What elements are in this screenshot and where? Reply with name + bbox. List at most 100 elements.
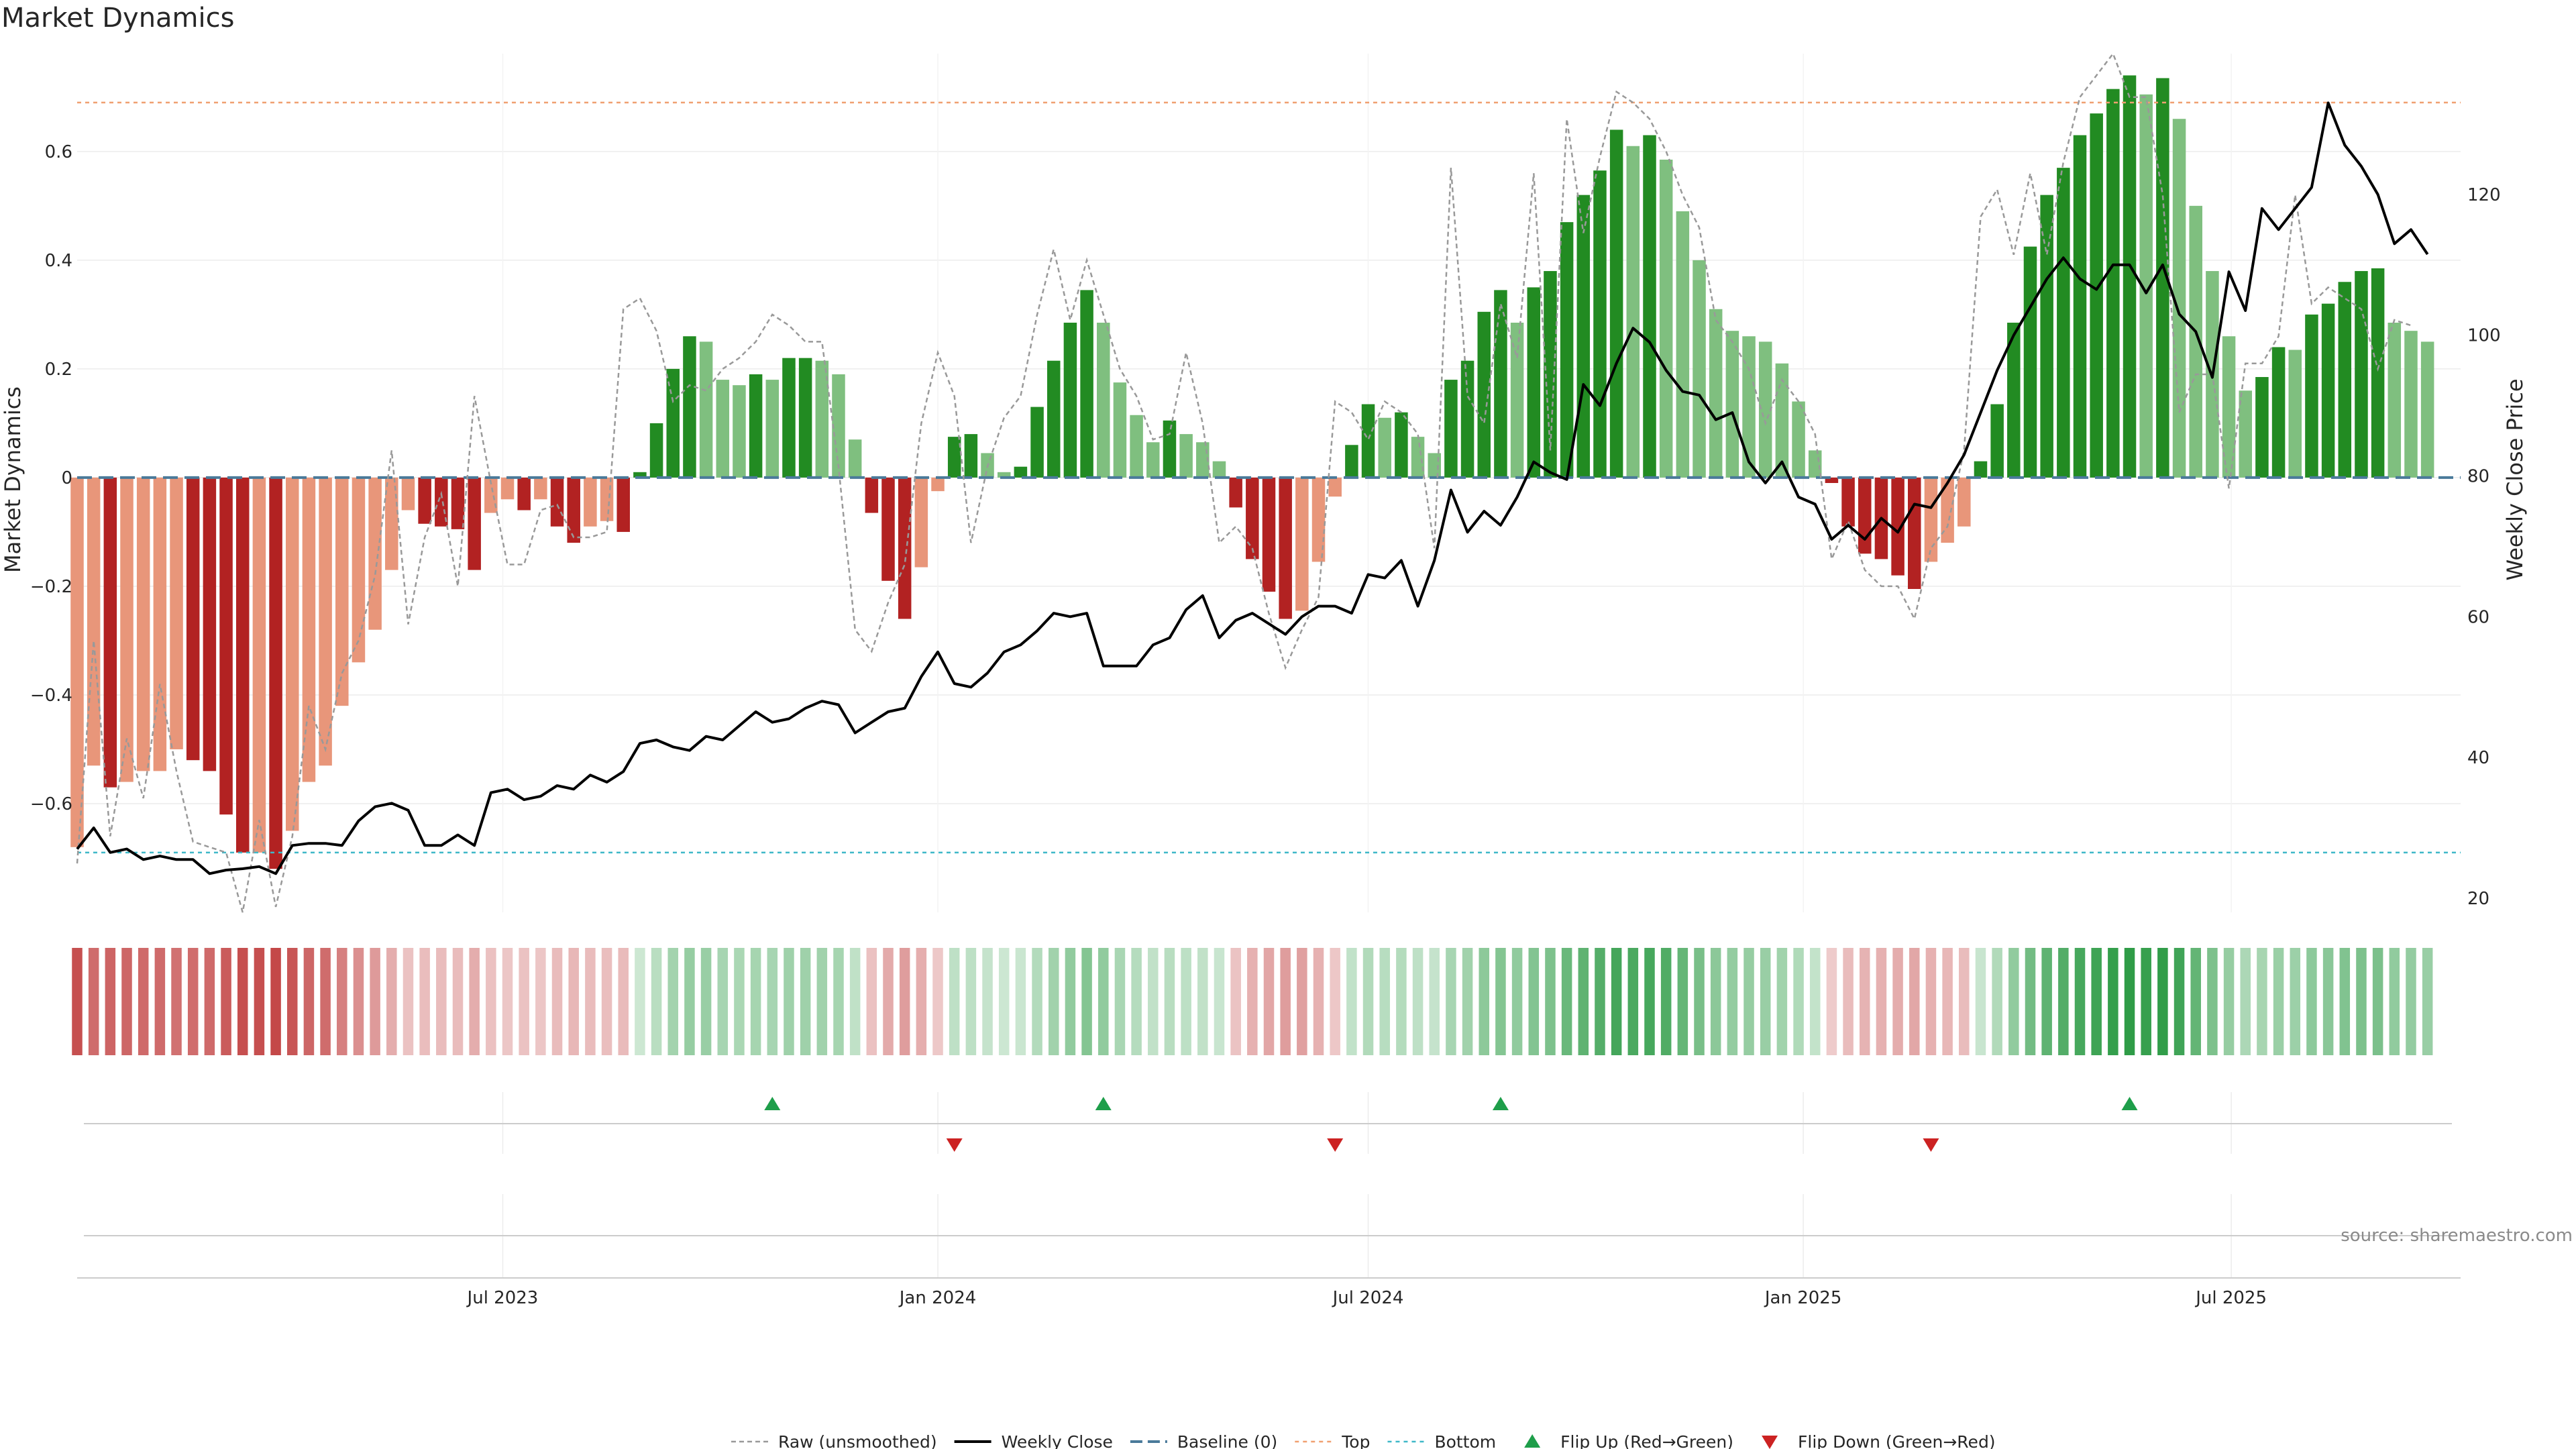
strip-cell [1545,948,1556,1055]
strip-cell [2041,948,2052,1055]
bar [1792,401,1805,478]
bar [352,477,366,663]
bar [2355,271,2368,478]
bar [567,477,580,543]
bar [2239,390,2253,478]
bar [633,472,647,478]
strip-cell [1909,948,1920,1055]
bar [1908,477,1921,589]
bar [1510,323,1524,478]
strip-cell [1148,948,1159,1055]
strip-cell [1098,948,1109,1055]
strip-cell [1462,948,1473,1055]
strip-cell [816,948,828,1055]
bar [749,374,763,478]
strip-cell [138,948,149,1055]
strip-cell [1263,948,1275,1055]
bar [2073,135,2087,478]
strip-cell [568,948,579,1055]
strip-cell [452,948,464,1055]
bar [1130,415,1143,478]
bar [2106,89,2120,478]
bar [815,360,829,478]
flip-panel [84,1097,2452,1236]
strip-cell [551,948,563,1055]
strip-cell [2174,948,2185,1055]
strip-cell [750,948,761,1055]
bar [2288,350,2302,478]
strip-cell [1511,948,1523,1055]
strip-cell [932,948,943,1055]
strip-cell [1975,948,1986,1055]
weekly-close-line [76,101,2429,875]
bar [2404,331,2418,478]
bar [2189,205,2202,478]
strip-cell [386,948,397,1055]
strip-cell [585,948,596,1055]
strip-cell [469,948,480,1055]
strip-cell [2372,948,2383,1055]
bar [1544,271,1557,478]
strip-cell [883,948,894,1055]
strip-cell [1230,948,1241,1055]
strip-cell [486,948,496,1055]
legend-label: Flip Down (Green→Red) [1798,1432,1996,1449]
bar [1097,323,1110,478]
bar [1279,477,1292,619]
bar [1311,477,1326,562]
strip-cell [1611,948,1622,1055]
strip-cell [254,948,265,1055]
strip-cell [833,948,844,1055]
strip-cell [2290,948,2301,1055]
strip-cell [1429,948,1440,1055]
bar [235,477,250,853]
bar [203,477,217,771]
flip-down-marker [946,1138,963,1152]
bar [1659,159,1673,478]
bar [1146,442,1160,478]
strip-cell [221,948,231,1055]
strip-cell [2074,948,2086,1055]
strip-cell [1826,948,1837,1055]
bar [1841,477,1855,527]
strip-cell [1710,948,1721,1055]
bar [1643,135,1656,478]
y-tick-label-left: 0 [61,468,72,488]
strip-cell [436,948,447,1055]
bar [468,477,481,570]
strip-cell [2422,948,2433,1055]
bar [733,385,746,478]
strip-cell [1330,948,1340,1055]
bar [649,423,663,478]
y-tick-label-right: 80 [2467,467,2489,487]
axes: Jul 2023 Jan 2024 Jul 2024 Jan 2025 Jul 2025… [30,142,2501,1308]
bar [1411,437,1425,478]
bar [1626,146,1640,478]
bar [170,477,183,749]
bar [385,477,398,570]
strip-cell [982,948,993,1055]
bar [2420,341,2434,478]
bar [136,477,150,771]
legend-label: Weekly Close [1002,1432,1113,1449]
strip-cell [1065,948,1076,1055]
strip-cell [1181,948,1191,1055]
bar [1080,290,1093,478]
legend-label: Top [1341,1432,1370,1449]
strip-cell [88,948,99,1055]
bar [683,336,696,478]
bar [2057,168,2070,478]
strip-cell [535,948,546,1055]
bar [848,439,862,478]
bar [1063,323,1077,478]
strip-cell [1362,948,1374,1055]
strip-cell [2058,948,2069,1055]
bar [1345,445,1358,478]
strip-cell [734,948,745,1055]
bar [252,477,266,853]
bar [1046,360,1061,478]
strip-cell [1859,948,1870,1055]
strip-cell [1644,948,1655,1055]
strip-cell [2406,948,2416,1055]
